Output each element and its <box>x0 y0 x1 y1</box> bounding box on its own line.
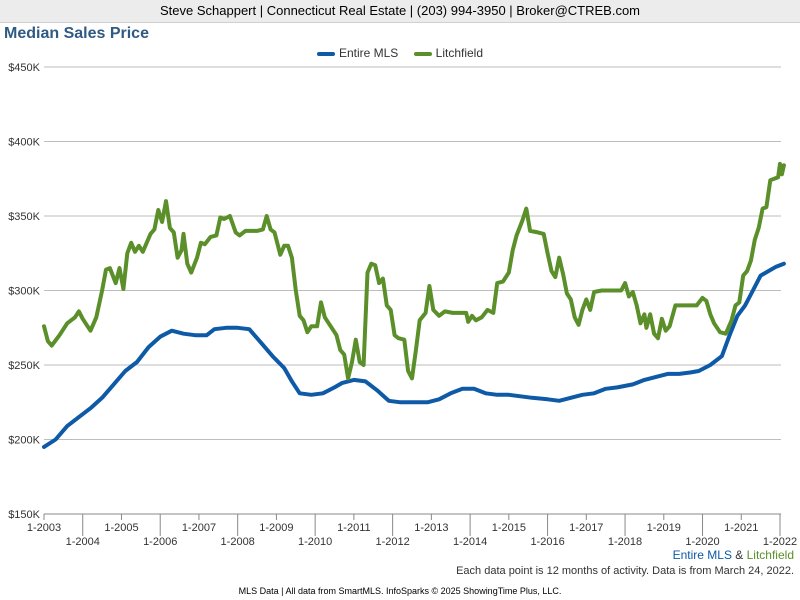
data-note: Each data point is 12 months of activity… <box>456 565 794 577</box>
contact-bar: Steve Schappert | Connecticut Real Estat… <box>0 0 800 23</box>
source-litchfield: Litchfield <box>746 548 794 562</box>
x-tick-label: 1-2007 <box>182 522 216 534</box>
contact-text: Steve Schappert | Connecticut Real Estat… <box>160 3 640 18</box>
legend-swatch-mls <box>316 51 335 56</box>
x-tick-label: 1-2020 <box>685 536 719 548</box>
x-tick-label: 1-2009 <box>259 522 293 534</box>
legend-item-mls[interactable]: Entire MLS <box>316 46 399 60</box>
y-tick-label: $200K <box>8 435 40 447</box>
y-tick-label: $300K <box>8 286 40 298</box>
series-line-entire-mls <box>42 261 786 449</box>
x-tick-label: 1-2010 <box>298 536 332 548</box>
x-tick-label: 1-2021 <box>724 522 758 534</box>
footer-credit: MLS Data | All data from SmartMLS. InfoS… <box>238 586 562 596</box>
x-tick-label: 1-2018 <box>608 536 642 548</box>
x-tick-label: 1-2008 <box>221 536 255 548</box>
legend-item-litchfield[interactable]: Litchfield <box>413 46 484 60</box>
legend-label-mls: Entire MLS <box>338 46 399 60</box>
x-tick-label: 1-2006 <box>143 536 177 548</box>
x-tick-label: 1-2012 <box>375 536 409 548</box>
x-tick-label: 1-2004 <box>66 536 100 548</box>
y-tick-label: $450K <box>8 62 40 74</box>
series-line-litchfield <box>42 161 786 381</box>
chart-legend: Entire MLS Litchfield <box>0 46 800 60</box>
x-tick-label: 1-2011 <box>337 522 370 534</box>
chart-title: Median Sales Price <box>4 25 149 42</box>
x-tick-label: 1-2016 <box>530 536 564 548</box>
y-tick-label: $350K <box>8 211 40 223</box>
x-tick-label: 1-2015 <box>492 522 526 534</box>
x-tick-label: 1-2019 <box>647 522 681 534</box>
y-tick-label: $400K <box>8 137 40 149</box>
source-amp: & <box>731 548 747 562</box>
x-tick-label: 1-2013 <box>414 522 448 534</box>
legend-label-litchfield: Litchfield <box>435 46 484 60</box>
y-tick-label: $250K <box>8 360 40 372</box>
series-source-label: Entire MLS & Litchfield <box>673 548 794 562</box>
x-tick-label: 1-2014 <box>453 536 487 548</box>
x-tick-label: 1-2005 <box>104 522 138 534</box>
source-mls: Entire MLS <box>672 548 732 562</box>
legend-swatch-litchfield <box>413 51 432 56</box>
x-tick-label: 1-2022 <box>763 536 797 548</box>
x-tick-label: 1-2003 <box>27 522 61 534</box>
x-tick-label: 1-2017 <box>569 522 603 534</box>
y-tick-label: $150K <box>8 509 40 521</box>
